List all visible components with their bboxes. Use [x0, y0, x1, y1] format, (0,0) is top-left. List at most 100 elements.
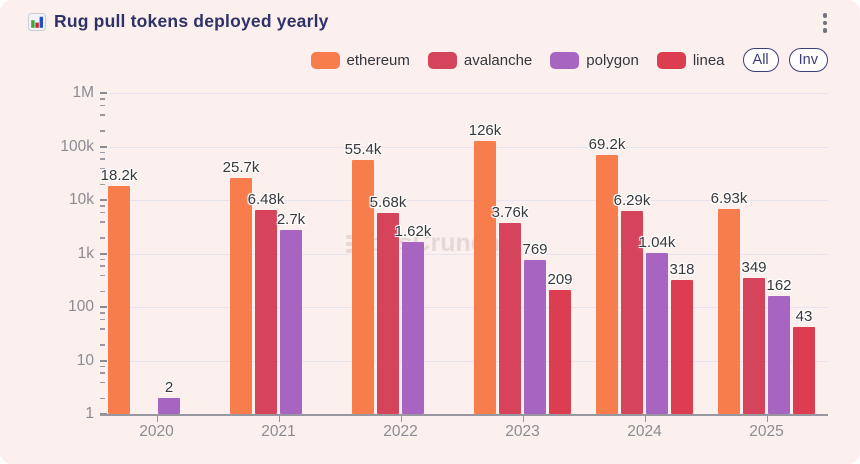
bar-polygon-2025[interactable]: [768, 295, 790, 414]
bar-ethereum-2024[interactable]: [596, 155, 618, 414]
bar-avalanche-2022[interactable]: [377, 213, 399, 414]
x-axis-tick: [644, 416, 646, 422]
y-axis-minor-tick: [100, 397, 105, 400]
y-axis-minor-tick: [100, 237, 105, 239]
bar-value-label: 1.62k: [394, 223, 432, 241]
y-axis-minor-tick: [100, 365, 105, 368]
y-axis-minor-tick: [100, 158, 105, 160]
legend-swatch-avalanche: [427, 51, 457, 69]
bar-linea-2024[interactable]: [671, 280, 693, 414]
bar-polygon-2023[interactable]: [524, 259, 546, 414]
x-axis-tick: [766, 416, 768, 422]
bar-avalanche-2024[interactable]: [621, 210, 643, 414]
bar-ethereum-2025[interactable]: [718, 208, 740, 414]
y-axis-minor-tick: [100, 328, 105, 330]
bar-avalanche-2025[interactable]: [743, 277, 765, 414]
y-axis-tick-label: 10: [76, 351, 94, 369]
legend-item-ethereum[interactable]: ethereum: [310, 51, 410, 69]
y-axis-minor-tick: [100, 265, 105, 267]
y-axis-tick-label: 1k: [77, 244, 94, 262]
y-axis-minor-tick: [100, 312, 105, 314]
legend-swatch-ethereum: [310, 51, 340, 69]
y-axis-major-tick: [100, 145, 107, 148]
legend-item-linea[interactable]: linea: [656, 51, 725, 69]
y-axis-minor-tick: [100, 205, 105, 207]
bar-ethereum-2022[interactable]: [352, 160, 374, 414]
y-axis-minor-tick: [100, 183, 105, 186]
bar-value-label: 6.48k: [247, 191, 285, 209]
bar-value-label: 769: [522, 240, 548, 258]
bar-polygon-2020[interactable]: [158, 397, 180, 414]
bar-linea-2023[interactable]: [549, 289, 571, 414]
x-axis-label: 2023: [505, 423, 540, 440]
bar-value-label: 318: [669, 261, 695, 279]
bar-value-label: 18.2k: [100, 167, 138, 185]
inv-button[interactable]: Inv: [788, 48, 828, 72]
y-gridline: [108, 360, 828, 362]
bar-value-label: 349: [741, 258, 767, 276]
y-axis-minor-tick: [100, 290, 105, 293]
y-axis-tick-label: 100: [68, 298, 94, 315]
y-axis-minor-tick: [100, 151, 105, 154]
y-axis-tick-label: 1M: [72, 84, 94, 101]
bar-value-label: 69.2k: [588, 136, 626, 154]
legend-label: linea: [692, 51, 725, 69]
bar-value-label: 2: [164, 378, 174, 396]
x-axis-label: 2020: [139, 423, 174, 440]
legend-swatch-polygon: [550, 51, 580, 69]
x-axis-label: 2025: [749, 423, 784, 440]
bar-polygon-2022[interactable]: [402, 242, 424, 414]
y-axis-minor-tick: [100, 274, 105, 277]
x-axis-tick: [522, 416, 524, 422]
bar-avalanche-2023[interactable]: [499, 222, 521, 414]
bar-value-label: 2.7k: [276, 211, 306, 229]
y-axis-major-tick: [100, 306, 107, 308]
y-axis-major-tick: [100, 92, 107, 94]
x-axis-tick: [400, 416, 402, 422]
y-axis-minor-tick: [100, 318, 105, 321]
bar-ethereum-2020[interactable]: [108, 186, 130, 414]
bar-ethereum-2021[interactable]: [230, 178, 252, 414]
bar-polygon-2021[interactable]: [280, 230, 302, 414]
bar-chart-icon: [28, 12, 46, 31]
bar-polygon-2024[interactable]: [646, 252, 668, 414]
x-axis-label: 2022: [383, 423, 418, 440]
page-title: Rug pull tokens deployed yearly: [54, 11, 329, 31]
y-axis-minor-tick: [100, 372, 105, 374]
legend-item-avalanche[interactable]: avalanche: [427, 51, 533, 69]
x-axis-label: 2024: [627, 423, 662, 440]
x-axis-label: 2021: [261, 423, 296, 440]
y-gridline: [108, 146, 828, 148]
kebab-menu-icon[interactable]: [816, 10, 834, 36]
y-axis-minor-tick: [100, 104, 105, 107]
bar-value-label: 55.4k: [344, 141, 382, 159]
bar-value-label: 209: [547, 270, 573, 288]
x-axis-tick: [156, 416, 158, 422]
legend-label: avalanche: [463, 51, 533, 69]
bar-value-label: 43: [795, 307, 813, 325]
chart-legend: ethereum avalanche polygon linea All Inv: [310, 48, 828, 72]
y-axis-minor-tick: [100, 258, 105, 261]
bar-avalanche-2021[interactable]: [255, 210, 277, 414]
y-axis-major-tick: [100, 359, 107, 362]
y-gridline: [108, 93, 828, 94]
bar-value-label: 3.76k: [491, 203, 529, 221]
y-axis-minor-tick: [100, 344, 105, 346]
y-axis-minor-tick: [100, 130, 105, 132]
y-gridline: [108, 200, 828, 201]
y-axis-major-tick: [100, 252, 107, 255]
y-axis-minor-tick: [100, 98, 105, 100]
bar-linea-2025[interactable]: [793, 326, 815, 414]
y-axis-tick-label: 100k: [60, 137, 94, 155]
y-axis-tick-label: 10k: [69, 191, 94, 208]
x-axis-line: [100, 414, 828, 416]
y-gridline: [108, 253, 828, 255]
bar-ethereum-2023[interactable]: [474, 141, 496, 414]
all-button[interactable]: All: [742, 48, 779, 72]
y-axis-minor-tick: [100, 211, 105, 214]
legend-item-polygon[interactable]: polygon: [550, 51, 639, 69]
bar-value-label: 6.29k: [613, 191, 651, 209]
x-axis-tick: [278, 416, 280, 422]
legend-label: polygon: [586, 51, 639, 69]
